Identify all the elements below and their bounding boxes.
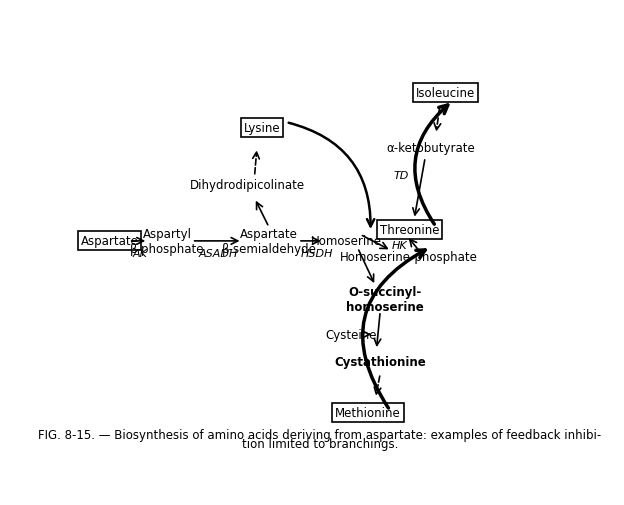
Text: TD: TD bbox=[393, 170, 409, 180]
Text: Cysteine: Cysteine bbox=[326, 328, 377, 341]
Text: FIG. 8-15. — Biosynthesis of amino acids deriving from aspartate: examples of fe: FIG. 8-15. — Biosynthesis of amino acids… bbox=[38, 428, 602, 441]
Text: ASADH: ASADH bbox=[198, 248, 238, 258]
FancyArrowPatch shape bbox=[289, 124, 374, 227]
Text: tion limited to branchings.: tion limited to branchings. bbox=[241, 437, 398, 450]
Text: HK: HK bbox=[392, 240, 407, 250]
Text: Dihydrodipicolinate: Dihydrodipicolinate bbox=[190, 179, 305, 191]
Text: Lysine: Lysine bbox=[243, 122, 280, 135]
Text: α-ketobutyrate: α-ketobutyrate bbox=[387, 141, 475, 155]
Text: Methionine: Methionine bbox=[335, 406, 401, 419]
FancyArrowPatch shape bbox=[415, 106, 448, 225]
Text: HSDH: HSDH bbox=[301, 248, 334, 258]
Text: Homoserine-phosphate: Homoserine-phosphate bbox=[340, 250, 478, 264]
Text: Aspartate: Aspartate bbox=[80, 235, 139, 248]
Text: Threonine: Threonine bbox=[379, 223, 439, 236]
Text: Aspartyl
β-phosphate: Aspartyl β-phosphate bbox=[130, 227, 205, 256]
FancyArrowPatch shape bbox=[363, 250, 425, 408]
Text: Homoserine: Homoserine bbox=[311, 235, 382, 248]
Text: O-succinyl-
homoserine: O-succinyl- homoserine bbox=[346, 286, 424, 314]
Text: Isoleucine: Isoleucine bbox=[416, 87, 475, 100]
Text: Cystathionine: Cystathionine bbox=[334, 356, 426, 369]
Text: Aspartate
β-semialdehyde: Aspartate β-semialdehyde bbox=[222, 227, 316, 256]
Text: AK: AK bbox=[132, 248, 147, 258]
